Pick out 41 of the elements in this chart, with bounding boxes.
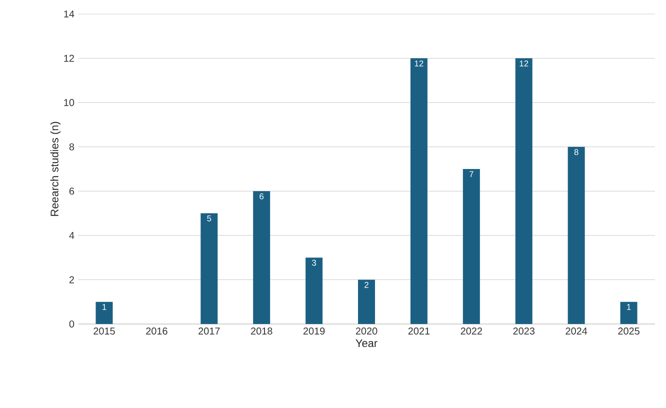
bar <box>253 191 270 324</box>
bar <box>515 58 532 324</box>
bar <box>410 58 428 324</box>
y-tick-label: 12 <box>64 54 74 62</box>
x-tick-label: 2016 <box>146 328 168 335</box>
bar <box>568 146 585 324</box>
x-tick-label: 2019 <box>303 328 325 335</box>
x-tick-label: 2018 <box>251 328 272 335</box>
y-tick-label: 4 <box>69 232 74 239</box>
data-label: 1 <box>102 304 106 310</box>
data-label: 6 <box>260 193 264 200</box>
y-tick-label: 8 <box>69 143 74 150</box>
x-tick-label: 2022 <box>460 328 482 335</box>
bar <box>200 213 218 324</box>
y-tick-label: 6 <box>69 188 74 195</box>
x-tick-label: 2023 <box>513 328 535 335</box>
y-axis-title: Reearch studies (n) <box>50 122 61 216</box>
y-tick-label: 10 <box>64 99 74 106</box>
y-tick-label: 14 <box>64 10 74 18</box>
data-label: 12 <box>414 60 424 66</box>
data-label: 2 <box>364 282 368 288</box>
bar <box>306 258 323 324</box>
x-tick-label: 2020 <box>356 328 378 335</box>
data-label: 7 <box>469 171 474 178</box>
y-tick-label: 2 <box>69 276 74 284</box>
data-label: 5 <box>207 215 212 222</box>
bar <box>358 280 376 324</box>
x-tick-label: 2025 <box>618 328 640 335</box>
x-tick-label: 2021 <box>408 328 430 335</box>
data-label: 8 <box>574 149 578 156</box>
bar <box>620 302 638 324</box>
x-tick-label: 2024 <box>566 328 588 335</box>
data-label: 12 <box>520 60 528 66</box>
bar <box>96 302 113 324</box>
data-label: 1 <box>627 304 631 310</box>
bar <box>462 168 480 324</box>
x-tick-label: 2017 <box>198 328 220 335</box>
x-tick-label: 2015 <box>94 328 115 335</box>
y-tick-label: 0 <box>69 320 74 328</box>
x-axis-title: Year <box>356 339 378 348</box>
data-label: 3 <box>312 260 316 266</box>
